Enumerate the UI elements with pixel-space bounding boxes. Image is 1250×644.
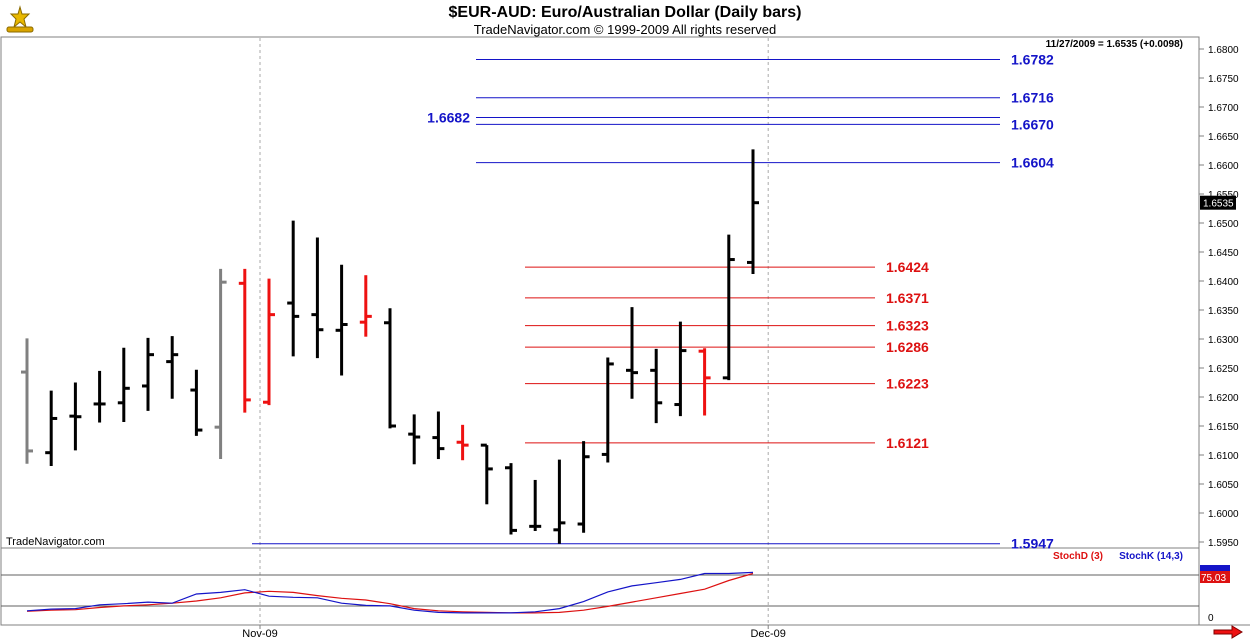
ohlc-bar bbox=[408, 414, 421, 465]
ohlc-bar bbox=[650, 348, 663, 424]
ohlc-bar bbox=[93, 370, 106, 423]
y-tick-label: 1.6050 bbox=[1208, 480, 1239, 491]
ohlc-bar bbox=[722, 234, 735, 381]
y-tick-label: 1.6100 bbox=[1208, 451, 1239, 462]
level-label: 1.6371 bbox=[886, 290, 929, 306]
level-label: 1.6716 bbox=[1011, 90, 1054, 106]
ohlc-bars bbox=[21, 149, 759, 544]
y-tick-label: 1.6250 bbox=[1208, 364, 1239, 375]
stoch-y-tick-label: 0 bbox=[1208, 613, 1214, 624]
level-label: 1.6323 bbox=[886, 318, 929, 334]
level-label: 1.6682 bbox=[427, 109, 470, 125]
ohlc-bar bbox=[747, 149, 759, 275]
x-tick-label: Dec-09 bbox=[750, 628, 785, 640]
y-tick-label: 1.5950 bbox=[1208, 538, 1239, 549]
ohlc-bar bbox=[432, 411, 445, 460]
y-tick-label: 1.6750 bbox=[1208, 74, 1239, 85]
price-axis: 1.68001.67501.67001.66501.66001.65501.65… bbox=[1199, 45, 1239, 549]
y-tick-label: 1.6150 bbox=[1208, 422, 1239, 433]
ohlc-bar bbox=[626, 307, 638, 399]
level-label: 1.5947 bbox=[1011, 536, 1054, 552]
trade-navigator-logo-icon[interactable] bbox=[3, 5, 37, 35]
legend-stochd: StochD (3) bbox=[1053, 551, 1103, 562]
y-tick-label: 1.6700 bbox=[1208, 103, 1239, 114]
watermark-text: TradeNavigator.com bbox=[6, 536, 105, 548]
ohlc-bar bbox=[263, 278, 275, 406]
ohlc-bar bbox=[601, 357, 614, 463]
legend-stochk: StochK (14,3) bbox=[1119, 551, 1183, 562]
x-tick-label: Nov-09 bbox=[242, 628, 277, 640]
y-tick-label: 1.6300 bbox=[1208, 335, 1239, 346]
y-tick-label: 1.6350 bbox=[1208, 306, 1239, 317]
stoch-value-marker: 75.03 bbox=[1200, 565, 1230, 584]
chart-subtitle: TradeNavigator.com © 1999-2009 All right… bbox=[473, 22, 777, 37]
price-panel-frame bbox=[0, 36, 1200, 549]
ohlc-bar bbox=[287, 220, 300, 357]
level-lines: 1.6782 1.6716 1.6682 1.6670 1.6604 1.6424 1.63… bbox=[252, 51, 1054, 552]
y-tick-label: 1.6200 bbox=[1208, 393, 1239, 404]
last-quote-text: 11/27/2009 = 1.6535 (+0.0098) bbox=[1046, 39, 1183, 50]
ohlc-bar bbox=[480, 443, 493, 505]
level-label: 1.6424 bbox=[886, 259, 929, 275]
ohlc-bar bbox=[577, 441, 590, 533]
scroll-right-arrow-icon[interactable] bbox=[1212, 625, 1244, 644]
stochastic-lines: 0 bbox=[1, 571, 1214, 624]
level-label: 1.6121 bbox=[886, 435, 929, 451]
ohlc-bar bbox=[45, 390, 58, 467]
y-tick-label: 1.6450 bbox=[1208, 248, 1239, 259]
level-label: 1.6604 bbox=[1011, 155, 1054, 171]
level-label: 1.6286 bbox=[886, 339, 929, 355]
y-tick-label: 1.6600 bbox=[1208, 161, 1239, 172]
last-price-marker: 1.6535 bbox=[1200, 195, 1236, 210]
level-label: 1.6782 bbox=[1011, 51, 1054, 67]
ohlc-bar bbox=[69, 382, 82, 451]
ohlc-bar bbox=[311, 237, 324, 359]
svg-text:1.6535: 1.6535 bbox=[1203, 199, 1234, 210]
ohlc-bar bbox=[674, 321, 687, 417]
ohlc-bar bbox=[529, 479, 542, 531]
ohlc-bar bbox=[117, 347, 130, 422]
y-tick-label: 1.6650 bbox=[1208, 132, 1239, 143]
ohlc-bar bbox=[456, 424, 469, 461]
y-tick-label: 1.6500 bbox=[1208, 219, 1239, 230]
ohlc-bar bbox=[505, 463, 517, 535]
ohlc-bar bbox=[166, 336, 179, 399]
y-tick-label: 1.6550 bbox=[1208, 190, 1239, 201]
level-label: 1.6670 bbox=[1011, 116, 1054, 132]
stochd-line bbox=[26, 572, 754, 614]
ohlc-bar bbox=[698, 348, 711, 416]
ohlc-bar bbox=[142, 337, 154, 411]
ohlc-bar bbox=[214, 268, 227, 460]
ohlc-bar bbox=[238, 268, 251, 413]
date-axis: Nov-09 Dec-09 bbox=[242, 625, 786, 640]
ohlc-bar bbox=[21, 338, 33, 464]
grid-layer bbox=[259, 38, 769, 625]
chart-title: $EUR-AUD: Euro/Australian Dollar (Daily … bbox=[448, 4, 802, 21]
y-tick-label: 1.6000 bbox=[1208, 509, 1239, 520]
stochk-line bbox=[26, 571, 754, 614]
y-tick-label: 1.6400 bbox=[1208, 277, 1239, 288]
level-label: 1.6223 bbox=[886, 376, 929, 392]
ohlc-bar bbox=[553, 459, 566, 544]
svg-text:75.03: 75.03 bbox=[1201, 573, 1226, 584]
stochastic-panel-frame bbox=[0, 547, 1200, 626]
ohlc-bar bbox=[359, 275, 372, 337]
ohlc-bar bbox=[384, 308, 396, 429]
ohlc-bar bbox=[190, 369, 203, 436]
y-tick-label: 1.6800 bbox=[1208, 45, 1239, 56]
ohlc-bar bbox=[335, 264, 348, 376]
